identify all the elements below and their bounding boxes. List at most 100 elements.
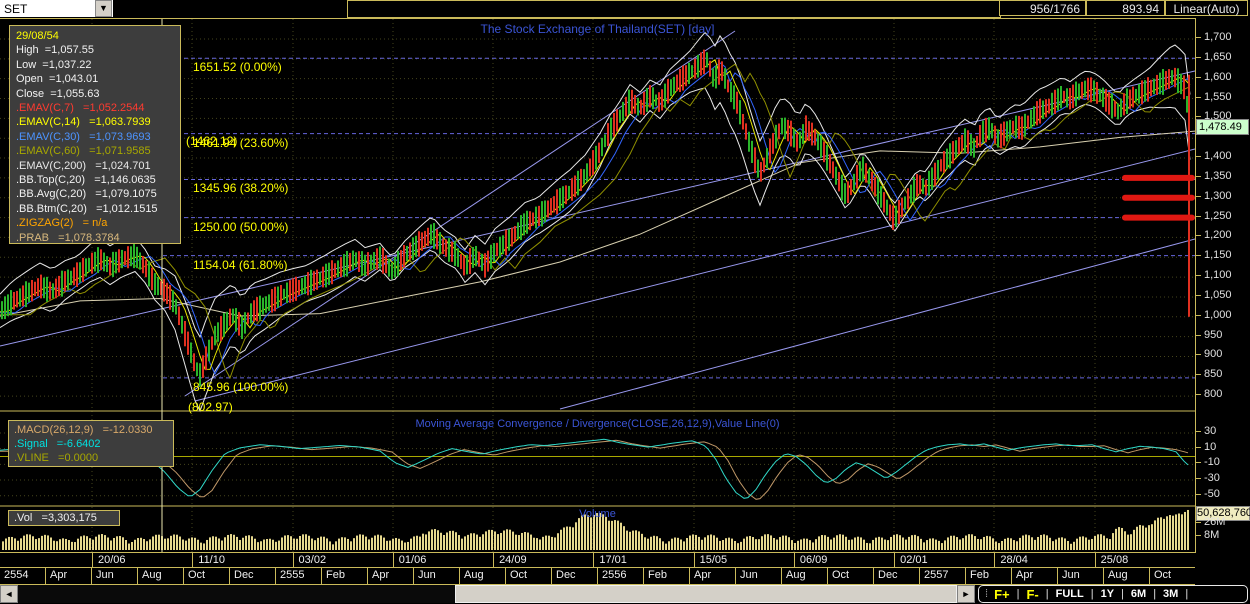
toolbar-separator: | [1090,588,1094,600]
price-tick-label: 1,350 [1196,170,1232,182]
month-cell: 2556 [597,568,643,584]
price-tick-label: 1,200 [1196,229,1232,241]
macd-tick-label: 10 [1196,441,1216,453]
indicator-readout: .EMAV(C,30) =1,073.9693 [16,130,151,143]
scale-mode-button[interactable]: Linear(Auto) [1165,0,1248,16]
date-cell: 06/09 [793,553,894,567]
chart-scrollbar: ◄ ► ⁞ F+ | F- | FULL | 1Y | 6M | 3M | [0,585,1250,604]
toolbar-separator: | [1045,588,1049,600]
cursor-value-display: 893.94 [1086,0,1165,16]
toolbar-separator: | [1153,588,1157,600]
price-chart-canvas[interactable] [0,19,1195,553]
date-axis-row: 20/06 11/10 03/02 01/06 24/09 17/01 15/05 06/09… [0,552,1195,568]
date-cell: 20/06 [92,553,192,567]
range-toolbar: ⁞ F+ | F- | FULL | 1Y | 6M | 3M | [978,585,1248,603]
volume-tick-label: 8M [1196,529,1219,541]
price-tick-label: 1,400 [1196,150,1232,162]
month-cell: Dec [229,568,275,584]
topbar-command-box[interactable] [347,0,1001,18]
scroll-left-button[interactable]: ◄ [0,585,18,603]
indicator-readout: .EMAV(C,7) =1,052.2544 [16,102,145,115]
volume-legend-panel: .Vol =3,303,175 [8,510,120,526]
quote-info-panel: 29/08/54 High =1,057.55 Low =1,037.22 Open… [9,25,181,244]
macd-tick-label: -50 [1196,488,1220,500]
month-cell: Aug [781,568,827,584]
scrollbar-thumb[interactable] [455,585,957,603]
month-cell: Dec [551,568,597,584]
indicator-readout: .EMAV(C,200) =1,024.701 [16,159,151,172]
price-tick-label: 800 [1196,388,1222,400]
month-cell: Apr [367,568,413,584]
indicator-readout: .PRAB =1,078.3784 [16,231,120,244]
volume-max-badge: 50,628,760 [1196,506,1250,521]
fib-level-label: 845.96 (100.00%) [193,379,289,394]
range-button-1y[interactable]: 1Y [1100,588,1115,600]
bar-counter: 956/1766 [999,0,1086,16]
macd-readout: .Signal =-6.6402 [14,438,101,451]
price-tick-label: 1,550 [1196,91,1232,103]
month-cell: Oct [505,568,551,584]
range-button-f-[interactable]: F- [1026,586,1039,602]
fib-level-label: 1461.94 (23.60%) [193,135,289,150]
range-button-6m[interactable]: 6M [1130,588,1147,600]
date-cell: 11/10 [192,553,292,567]
cursor-date: 29/08/54 [16,30,59,42]
chevron-down-icon[interactable]: ▼ [95,0,112,17]
month-axis-row: 2554 Apr Jun Aug Oct Dec 2555 Feb Apr Jun Aug Oct De… [0,568,1195,585]
toolbar-separator: | [1185,588,1189,600]
fib-level-label: 1250.00 (50.00%) [193,219,289,234]
date-cell: 02/01 [894,553,994,567]
chart-annotation: (1462.12) [186,133,238,148]
toolbar-separator: | [1016,588,1020,600]
indicator-readout: .EMAV(C,14) =1,063.7939 [16,116,151,129]
date-cell: 25/08 [1094,553,1195,567]
date-cell: 17/01 [593,553,693,567]
date-cell: 03/02 [292,553,393,567]
month-cell: Dec [873,568,919,584]
month-cell: 2557 [919,568,965,584]
month-cell: 2554 [4,569,29,581]
month-cell: Aug [1103,568,1149,584]
range-button-3m[interactable]: 3M [1163,588,1179,600]
month-cell: Feb [321,568,367,584]
price-tick-label: 1,100 [1196,269,1232,281]
indicator-readout: High =1,057.55 [16,44,94,57]
month-cell: Aug [459,568,505,584]
price-tick-label: 1,150 [1196,249,1232,261]
indicator-readout-list: High =1,057.55 Low =1,037.22 Open =1,043.0… [16,43,180,245]
month-cell: Apr [45,568,91,584]
price-tick-label: 1,650 [1196,51,1232,63]
month-cell: Jun [1057,568,1103,584]
scroll-right-button[interactable]: ► [957,585,975,603]
indicator-readout: .BB.Avg(C,20) =1,079.1075 [16,188,157,201]
month-cell: Jun [413,568,459,584]
date-cell: 01/06 [392,553,493,567]
price-tick-label: 1,250 [1196,210,1232,222]
indicator-readout: Open =1,043.01 [16,73,99,86]
chart-title: The Stock Exchange of Thailand(SET) [day… [480,22,715,36]
date-cell: 28/04 [994,553,1094,567]
price-tick-label: 1,050 [1196,289,1232,301]
chart-annotation: (802.97) [188,399,233,414]
month-cell: 2555 [275,568,321,584]
indicator-readout: .BB.Top(C,20) =1,146.0635 [16,174,156,187]
indicator-readout: .BB.Btm(C,20) =1,012.1515 [16,202,158,215]
symbol-select[interactable]: SET ▼ [0,0,113,17]
last-price-badge: 1,478.49 [1196,118,1249,135]
price-tick-label: 950 [1196,329,1222,341]
price-tick-label: 850 [1196,368,1222,380]
month-cell: Jun [91,568,137,584]
indicator-readout: .ZIGZAG(2) = n/a [16,217,108,230]
range-button-f+[interactable]: F+ [994,586,1010,602]
macd-readout: .VLINE =0.0000 [14,452,99,465]
fib-level-label: 1154.04 (61.80%) [193,257,288,272]
indicator-readout: .EMAV(C,60) =1,071.9585 [16,145,151,158]
month-cell: Aug [137,568,183,584]
range-button-full[interactable]: FULL [1055,588,1084,600]
macd-legend-panel: .MACD(26,12,9) =-12.0330 .Signal =-6.6402… [8,420,174,467]
toolbar-separator: | [1121,588,1124,600]
month-cell: Jun [735,568,781,584]
indicator-readout: Close =1,055.63 [16,87,100,100]
price-tick-label: 900 [1196,348,1222,360]
